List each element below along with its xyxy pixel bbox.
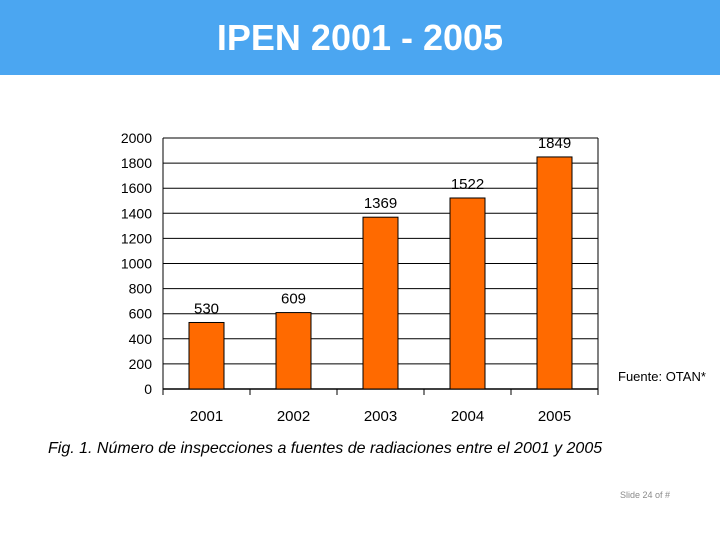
data-label: 1522 (451, 176, 484, 193)
title-bar: IPEN 2001 - 2005 (0, 0, 720, 75)
bar (536, 156, 573, 390)
x-tick-label: 2005 (538, 408, 571, 425)
y-tick-label: 1600 (121, 180, 152, 196)
bar (275, 312, 312, 390)
y-tick-label: 1200 (121, 230, 152, 246)
figure-caption: Fig. 1. Número de inspecciones a fuentes… (48, 440, 603, 457)
bar (362, 216, 399, 390)
bar (449, 197, 486, 390)
y-tick-label: 0 (144, 381, 152, 397)
bar (188, 321, 225, 390)
data-label: 530 (194, 300, 219, 317)
data-label: 1849 (538, 135, 571, 152)
slide-title: IPEN 2001 - 2005 (216, 17, 504, 58)
slide-number: Slide 24 of # (620, 490, 671, 500)
x-tick-label: 2001 (190, 408, 223, 425)
y-tick-label: 1000 (121, 256, 152, 272)
y-tick-label: 400 (129, 331, 153, 347)
data-label: 1369 (364, 195, 397, 212)
y-tick-label: 1400 (121, 205, 152, 221)
x-tick-label: 2002 (277, 408, 310, 425)
x-tick-label: 2003 (364, 408, 397, 425)
data-label: 609 (281, 291, 306, 308)
y-tick-label: 1800 (121, 155, 152, 171)
y-tick-label: 600 (129, 306, 153, 322)
y-tick-label: 800 (129, 281, 153, 297)
source-note: Fuente: OTAN* (618, 369, 706, 384)
y-tick-label: 200 (129, 356, 153, 372)
y-tick-label: 2000 (121, 130, 152, 146)
x-tick-label: 2004 (451, 408, 484, 425)
